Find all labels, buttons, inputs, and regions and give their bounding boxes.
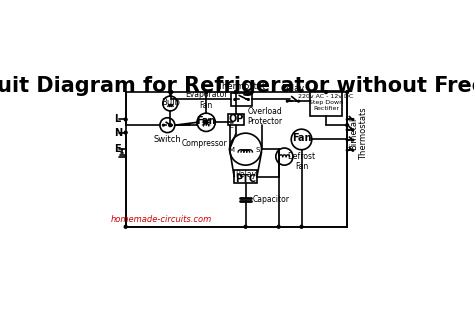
Text: PTC: PTC: [235, 174, 256, 184]
FancyBboxPatch shape: [234, 170, 257, 183]
Circle shape: [346, 129, 348, 131]
Circle shape: [346, 139, 348, 141]
FancyBboxPatch shape: [228, 114, 244, 125]
Circle shape: [169, 124, 172, 127]
Circle shape: [171, 124, 172, 126]
Circle shape: [325, 90, 328, 94]
Circle shape: [235, 90, 237, 94]
Text: Evaporator
Fan: Evaporator Fan: [185, 90, 228, 110]
FancyBboxPatch shape: [310, 91, 342, 116]
Text: Capacitor: Capacitor: [253, 195, 290, 204]
Text: Overload
Protector: Overload Protector: [247, 107, 283, 126]
Text: Defrost
Fan: Defrost Fan: [287, 152, 316, 171]
Text: M: M: [229, 147, 235, 153]
Text: homemade-circuits.com: homemade-circuits.com: [110, 215, 211, 224]
Text: C: C: [229, 124, 234, 129]
Circle shape: [234, 99, 236, 100]
Circle shape: [298, 100, 300, 102]
Circle shape: [352, 119, 354, 120]
Text: 220v AC - 12v DC
Step Down
Rectifier: 220v AC - 12v DC Step Down Rectifier: [299, 94, 354, 111]
Circle shape: [244, 225, 247, 228]
Circle shape: [205, 90, 208, 94]
Circle shape: [352, 139, 354, 141]
Text: Bulb: Bulb: [161, 98, 180, 107]
Text: Thermostat: Thermostat: [218, 82, 266, 91]
Circle shape: [346, 119, 348, 120]
Text: Fan: Fan: [196, 116, 216, 126]
Circle shape: [286, 100, 288, 102]
Text: Relay: Relay: [235, 170, 256, 179]
Text: N: N: [114, 128, 122, 138]
Circle shape: [352, 129, 354, 131]
Text: Relay: Relay: [282, 84, 305, 93]
Circle shape: [124, 118, 127, 121]
Circle shape: [346, 124, 348, 127]
Circle shape: [124, 131, 127, 134]
Circle shape: [247, 99, 249, 100]
Text: Bimetal
Thermostats: Bimetal Thermostats: [349, 107, 368, 160]
Circle shape: [300, 225, 303, 228]
Text: OP: OP: [228, 115, 244, 124]
Circle shape: [163, 124, 164, 126]
Circle shape: [352, 149, 354, 151]
Circle shape: [235, 90, 237, 94]
Circle shape: [277, 225, 280, 228]
Circle shape: [346, 90, 348, 94]
Text: E: E: [114, 144, 121, 154]
Circle shape: [346, 149, 348, 151]
Circle shape: [170, 90, 173, 94]
Text: S: S: [256, 147, 260, 153]
FancyBboxPatch shape: [231, 93, 252, 106]
Text: Circuit Diagram for Refrigerator without Freezer: Circuit Diagram for Refrigerator without…: [0, 76, 474, 95]
Circle shape: [124, 225, 127, 228]
Text: Switch: Switch: [154, 135, 181, 144]
Text: Compressor: Compressor: [182, 139, 228, 148]
Text: L: L: [114, 115, 120, 124]
Text: Fan: Fan: [292, 133, 311, 143]
Circle shape: [169, 90, 172, 94]
